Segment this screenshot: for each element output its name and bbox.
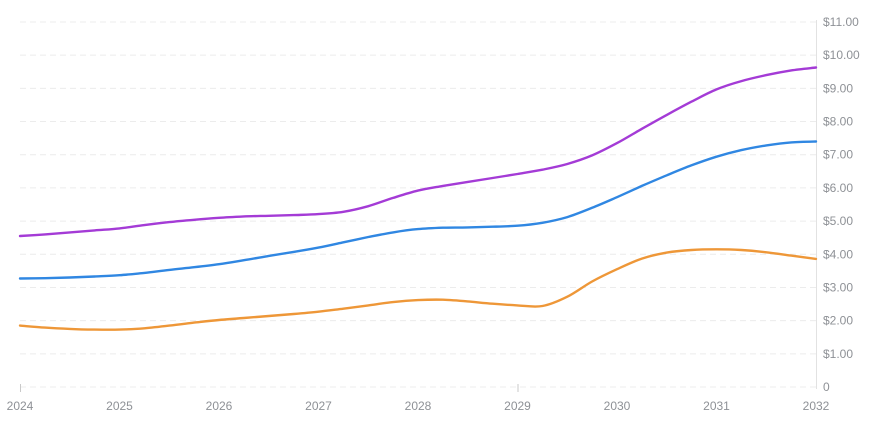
x-tick-label: 2032 [803,399,830,413]
gridlines-layer [20,21,816,388]
x-tick-label: 2029 [504,399,531,413]
x-tick-label: 2025 [106,399,133,413]
y-tick-label: $9.00 [823,81,853,95]
y-tick-label: $8.00 [823,115,853,129]
x-tick-label: 2031 [703,399,730,413]
y-tick-label: $1.00 [823,347,853,361]
y-tick-label: $2.00 [823,314,853,328]
y-tick-label: $10.00 [823,48,860,62]
y-tick-label: $11.00 [823,15,859,29]
x-tick-label: 2030 [604,399,631,413]
axis-labels-layer: $11.00 $10.00 $9.00 $8.00 $7.00 $6.00 $5.00 $4.… [7,15,860,413]
purple-line[interactable] [18,66,818,238]
y-tick-label: $3.00 [823,280,853,294]
axes-layer [20,20,817,392]
series-layer [18,66,818,331]
orange-line[interactable] [18,248,818,331]
x-tick-label: 2024 [7,399,34,413]
x-tick-label: 2027 [305,399,332,413]
x-tick-label: 2028 [405,399,432,413]
blue-line[interactable] [18,140,818,280]
y-tick-label: 0 [823,380,830,394]
y-tick-label: $6.00 [823,181,853,195]
y-tick-label: $4.00 [823,247,853,261]
y-tick-label: $5.00 [823,214,853,228]
y-tick-label: $7.00 [823,148,853,162]
x-tick-label: 2026 [206,399,233,413]
